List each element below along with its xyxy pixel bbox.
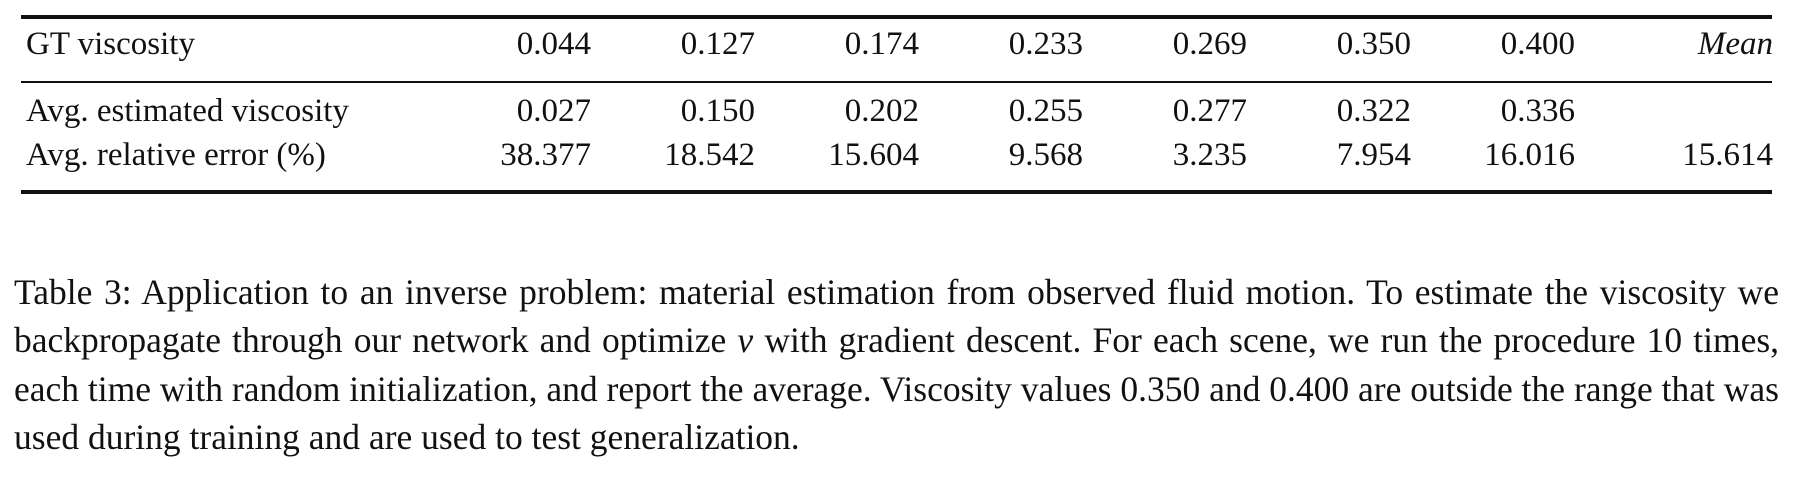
table-cell: 16.016 [1484,137,1575,173]
header-cell: 0.127 [680,26,755,62]
header-cell: 0.174 [844,26,919,62]
caption-text: Table 3: Application to an inverse probl… [14,271,1779,361]
table-row: Avg. relative error (%) 38.377 18.542 15… [21,137,1773,177]
header-cell: 0.350 [1336,26,1411,62]
nu-symbol: ν [737,320,754,360]
table-cell: 0.027 [516,93,591,129]
table-cell: 3.235 [1172,137,1247,173]
row-label: Avg. estimated viscosity [26,93,349,129]
table-cell: 15.604 [828,137,919,173]
header-label: GT viscosity [26,26,195,62]
table-cell: 9.568 [1008,137,1083,173]
table-cell: 18.542 [664,137,755,173]
table-cell: 0.202 [844,93,919,129]
table-mid-rule [21,81,1772,83]
header-mean-cell: Mean [1697,26,1773,62]
header-cell: 0.400 [1500,26,1575,62]
table-cell: 0.336 [1500,93,1575,129]
table-caption: Table 3: Application to an inverse probl… [14,268,1779,462]
header-cell: 0.233 [1008,26,1083,62]
table-top-rule [21,15,1772,19]
table-cell: 7.954 [1336,137,1411,173]
header-cell: 0.269 [1172,26,1247,62]
table-cell: 0.277 [1172,93,1247,129]
table-cell: 0.322 [1336,93,1411,129]
table-cell: 38.377 [500,137,591,173]
header-cell: 0.044 [516,26,591,62]
table-header-row: GT viscosity 0.044 0.127 0.174 0.233 0.2… [21,26,1773,66]
table-bottom-rule [21,190,1772,194]
row-label: Avg. relative error (%) [26,137,326,173]
table-cell: 0.150 [680,93,755,129]
mean-cell: 15.614 [1682,137,1773,173]
caption-text: with gradient descent. For each scene, w… [14,320,1780,457]
table-row: Avg. estimated viscosity 0.027 0.150 0.2… [21,93,1773,133]
table-cell: 0.255 [1008,93,1083,129]
